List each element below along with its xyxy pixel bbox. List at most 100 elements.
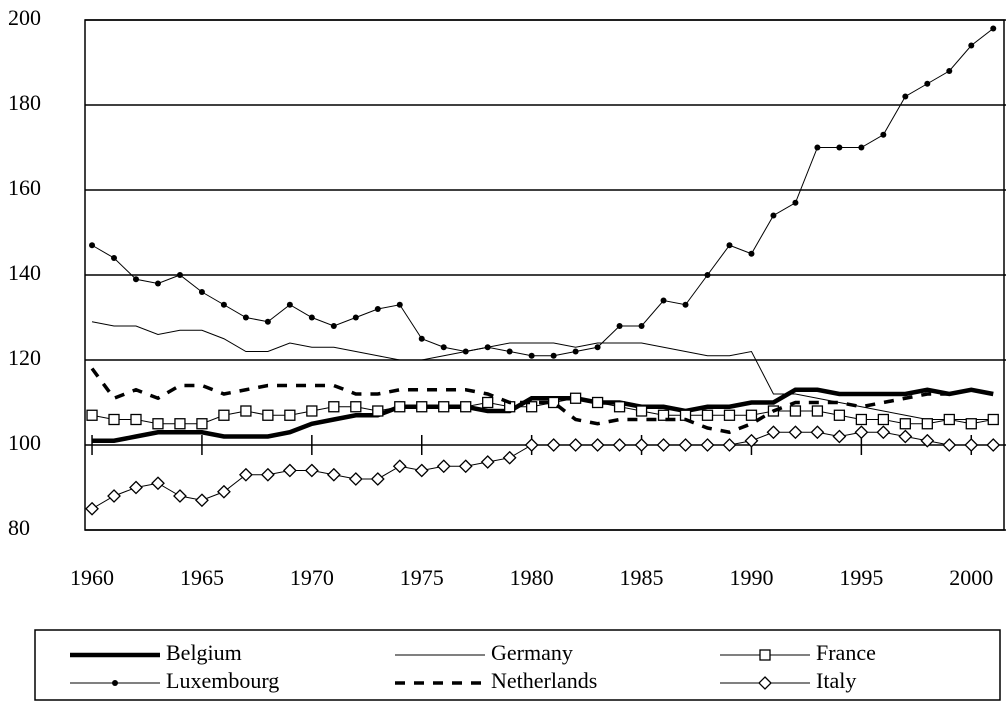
x-tick-label: 2000 <box>949 565 993 590</box>
marker <box>524 438 539 452</box>
marker <box>348 472 363 486</box>
legend-label: Italy <box>816 668 856 693</box>
marker <box>810 425 825 440</box>
marker <box>678 438 693 452</box>
marker <box>876 425 891 440</box>
marker <box>924 80 931 87</box>
marker <box>414 463 429 478</box>
marker <box>899 418 911 430</box>
marker <box>590 438 605 452</box>
x-tick-label: 1975 <box>400 565 444 590</box>
marker <box>89 242 96 249</box>
marker <box>591 396 604 409</box>
marker <box>880 131 887 138</box>
marker <box>748 250 755 257</box>
marker <box>396 301 403 308</box>
marker <box>394 401 406 413</box>
x-tick-label: 1960 <box>70 565 114 590</box>
marker <box>986 438 1001 452</box>
series-line <box>90 367 994 435</box>
marker <box>832 429 847 444</box>
marker <box>638 323 645 329</box>
x-tick-label: 1995 <box>839 565 883 590</box>
marker <box>374 306 381 312</box>
marker <box>635 405 648 417</box>
marker <box>528 352 535 359</box>
marker <box>921 418 933 430</box>
marker <box>326 467 341 482</box>
marker <box>152 418 164 430</box>
marker <box>990 25 997 32</box>
marker <box>284 409 296 421</box>
marker <box>770 212 777 219</box>
marker <box>480 455 495 469</box>
marker <box>86 409 98 421</box>
marker <box>438 401 450 413</box>
marker <box>789 405 802 417</box>
legend-marker <box>112 680 118 686</box>
legend-label: France <box>816 640 876 665</box>
marker <box>392 459 407 474</box>
marker <box>328 401 340 413</box>
y-tick-label: 80 <box>8 515 30 540</box>
marker <box>612 438 627 452</box>
marker <box>594 344 601 351</box>
marker <box>898 429 913 444</box>
marker <box>920 433 935 448</box>
marker <box>306 405 318 417</box>
marker <box>855 413 868 426</box>
marker <box>240 405 252 417</box>
marker <box>216 484 231 499</box>
marker <box>440 344 447 351</box>
marker <box>987 413 999 426</box>
legend-label: Belgium <box>166 640 242 665</box>
marker <box>220 301 227 308</box>
marker <box>836 144 843 151</box>
marker <box>196 418 208 430</box>
marker <box>946 68 953 74</box>
marker <box>833 409 846 421</box>
series-line <box>91 321 994 420</box>
marker <box>788 425 803 440</box>
marker <box>462 348 469 355</box>
x-tick-label: 1970 <box>290 565 334 590</box>
marker <box>634 438 649 452</box>
marker <box>418 335 425 342</box>
marker <box>460 401 472 413</box>
marker <box>569 392 582 404</box>
marker <box>218 409 230 421</box>
marker <box>722 438 737 452</box>
legend-label: Germany <box>491 640 573 665</box>
marker <box>130 413 142 426</box>
marker <box>572 348 579 355</box>
marker <box>568 438 583 452</box>
marker <box>943 413 955 426</box>
marker <box>352 314 359 321</box>
marker <box>132 276 139 283</box>
marker <box>308 314 315 321</box>
y-tick-label: 180 <box>8 90 41 115</box>
y-tick-label: 140 <box>8 260 41 285</box>
marker <box>877 413 889 426</box>
marker <box>965 418 977 430</box>
x-tick-label: 1980 <box>510 565 554 590</box>
marker <box>526 401 538 413</box>
marker <box>858 144 865 151</box>
marker <box>173 489 187 503</box>
marker <box>154 280 161 287</box>
marker <box>484 344 491 351</box>
marker <box>129 480 143 495</box>
legend-marker <box>758 676 772 690</box>
marker <box>616 323 623 329</box>
marker <box>792 199 799 206</box>
marker <box>613 401 626 413</box>
marker <box>502 450 517 465</box>
series-line <box>92 387 994 443</box>
marker <box>85 501 99 516</box>
marker <box>282 463 297 478</box>
legend-box <box>34 629 1001 701</box>
marker <box>814 144 821 151</box>
x-tick-label: 1985 <box>620 565 664 590</box>
marker <box>262 409 274 421</box>
y-tick-label: 120 <box>8 345 41 370</box>
